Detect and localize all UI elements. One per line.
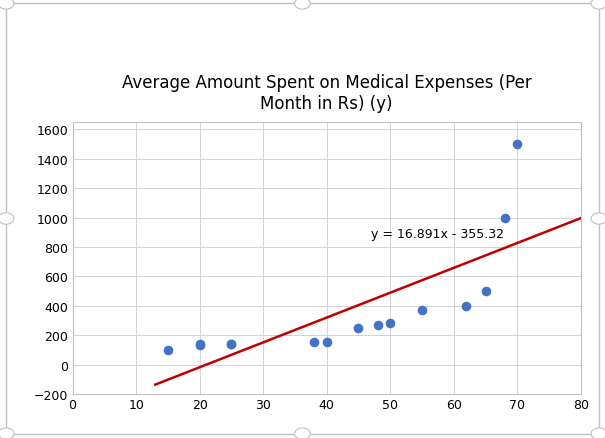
Point xyxy=(353,325,363,332)
Title: Average Amount Spent on Medical Expenses (Per
Month in Rs) (y): Average Amount Spent on Medical Expenses… xyxy=(122,74,532,113)
Point xyxy=(385,319,395,326)
Point xyxy=(480,288,490,295)
Point xyxy=(500,215,509,222)
Point xyxy=(226,341,236,348)
Text: y = 16.891x - 355.32: y = 16.891x - 355.32 xyxy=(371,227,504,240)
Point xyxy=(373,321,382,328)
Point xyxy=(309,339,319,346)
Point xyxy=(322,339,332,346)
Point xyxy=(226,341,236,348)
Point xyxy=(163,346,173,353)
Point xyxy=(512,141,522,148)
Point xyxy=(195,341,204,348)
Point xyxy=(462,303,471,310)
Point xyxy=(195,342,204,349)
Point xyxy=(417,306,427,313)
